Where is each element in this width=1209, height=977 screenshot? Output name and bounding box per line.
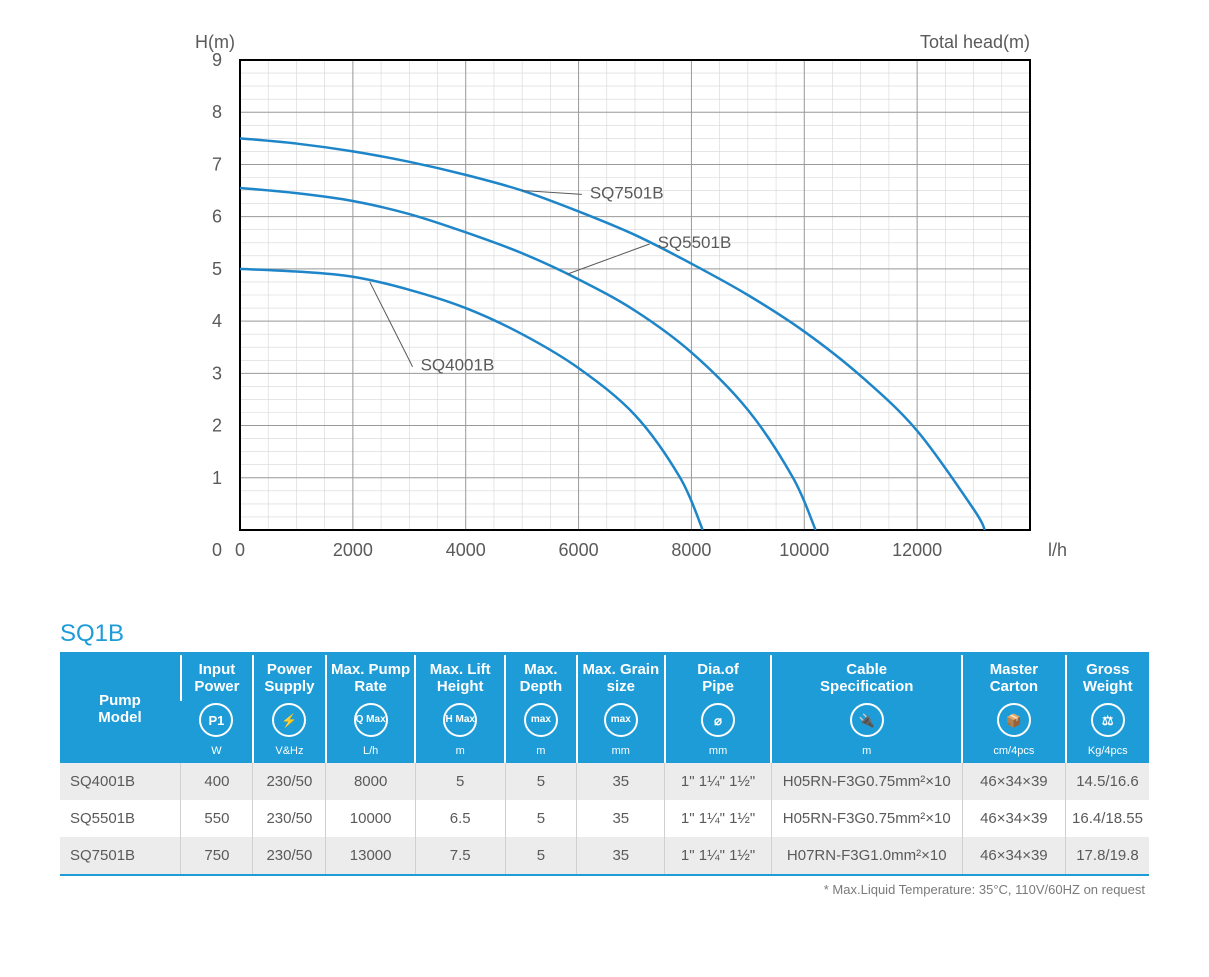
col-icon: P1 — [181, 701, 253, 739]
table-cell: 10000 — [326, 800, 415, 837]
table-cell: 230/50 — [253, 800, 326, 837]
svg-text:6: 6 — [212, 207, 222, 227]
col-header: Max. LiftHeight — [415, 655, 505, 701]
col-icon: Q Max — [326, 701, 415, 739]
chart-svg: 0 2000 4000 6000 8000 10000 12000 1 2 3 4 5 6 7 8 9 0 H(m… — [60, 20, 1149, 580]
col-unit: m — [771, 739, 962, 763]
col-header: InputPower — [181, 655, 253, 701]
table-cell: 35 — [577, 837, 665, 874]
table-cell: 5 — [505, 763, 577, 800]
table-cell: 17.8/19.8 — [1066, 837, 1150, 874]
col-icon: ⚖ — [1066, 701, 1150, 739]
col-icon: ⚡ — [253, 701, 326, 739]
svg-text:8000: 8000 — [671, 540, 711, 560]
table-cell: 46×34×39 — [962, 837, 1065, 874]
col-icon: max — [505, 701, 577, 739]
table-cell: SQ7501B — [60, 837, 181, 874]
table-cell: SQ4001B — [60, 763, 181, 800]
col-header: Max. PumpRate — [326, 655, 415, 701]
table-cell: 750 — [181, 837, 253, 874]
table-cell: 35 — [577, 800, 665, 837]
col-header: Max.Depth — [505, 655, 577, 701]
table-cell: 230/50 — [253, 837, 326, 874]
spec-table: PumpModelInputPowerPowerSupplyMax. PumpR… — [60, 655, 1149, 874]
col-icon: 📦 — [962, 701, 1065, 739]
svg-text:9: 9 — [212, 50, 222, 70]
table-row: SQ5501B550230/50100006.55351" 1¼" 1½"H05… — [60, 800, 1149, 837]
table-cell: SQ5501B — [60, 800, 181, 837]
svg-text:4: 4 — [212, 311, 222, 331]
table-cell: 8000 — [326, 763, 415, 800]
svg-text:SQ5501B: SQ5501B — [658, 233, 732, 252]
col-icon: H Max — [415, 701, 505, 739]
product-title: SQ1B — [60, 620, 1149, 648]
table-cell: 7.5 — [415, 837, 505, 874]
table-row: SQ7501B750230/50130007.55351" 1¼" 1½"H07… — [60, 837, 1149, 874]
col-icon: 🔌 — [771, 701, 962, 739]
col-icon: ⌀ — [665, 701, 771, 739]
col-unit: mm — [577, 739, 665, 763]
svg-text:SQ4001B: SQ4001B — [421, 356, 495, 375]
svg-text:1: 1 — [212, 468, 222, 488]
table-cell: H05RN-F3G0.75mm²×10 — [771, 800, 962, 837]
svg-text:6000: 6000 — [559, 540, 599, 560]
table-cell: 5 — [415, 763, 505, 800]
svg-text:2: 2 — [212, 416, 222, 436]
col-unit: m — [505, 739, 577, 763]
col-header: CableSpecification — [771, 655, 962, 701]
table-row: SQ4001B400230/50800055351" 1¼" 1½"H05RN-… — [60, 763, 1149, 800]
svg-text:4000: 4000 — [446, 540, 486, 560]
col-icon: max — [577, 701, 665, 739]
svg-text:0: 0 — [212, 540, 222, 560]
svg-text:0: 0 — [235, 540, 245, 560]
footnote: * Max.Liquid Temperature: 35°C, 110V/60H… — [60, 876, 1149, 897]
table-cell: 46×34×39 — [962, 763, 1065, 800]
table-cell: H05RN-F3G0.75mm²×10 — [771, 763, 962, 800]
svg-text:H(m): H(m) — [195, 32, 235, 52]
col-unit: Kg/4pcs — [1066, 739, 1150, 763]
col-header: Max. Grainsize — [577, 655, 665, 701]
svg-text:5: 5 — [212, 259, 222, 279]
svg-text:10000: 10000 — [779, 540, 829, 560]
table-cell: 16.4/18.55 — [1066, 800, 1150, 837]
col-header: Dia.ofPipe — [665, 655, 771, 701]
col-header: GrossWeight — [1066, 655, 1150, 701]
col-header: PumpModel — [60, 655, 181, 763]
svg-text:SQ7501B: SQ7501B — [590, 183, 664, 202]
table-cell: 1" 1¼" 1½" — [665, 800, 771, 837]
table-cell: 1" 1¼" 1½" — [665, 763, 771, 800]
col-header: MasterCarton — [962, 655, 1065, 701]
col-unit: V&Hz — [253, 739, 326, 763]
col-unit: cm/4pcs — [962, 739, 1065, 763]
svg-text:7: 7 — [212, 154, 222, 174]
col-unit: m — [415, 739, 505, 763]
table-cell: 550 — [181, 800, 253, 837]
svg-text:3: 3 — [212, 363, 222, 383]
svg-text:2000: 2000 — [333, 540, 373, 560]
table-cell: 1" 1¼" 1½" — [665, 837, 771, 874]
table-cell: 14.5/16.6 — [1066, 763, 1150, 800]
table-cell: 6.5 — [415, 800, 505, 837]
table-cell: H07RN-F3G1.0mm²×10 — [771, 837, 962, 874]
svg-text:12000: 12000 — [892, 540, 942, 560]
table-cell: 400 — [181, 763, 253, 800]
table-cell: 5 — [505, 800, 577, 837]
svg-text:Total head(m): Total head(m) — [920, 32, 1030, 52]
svg-text:l/h: l/h — [1048, 540, 1067, 560]
table-cell: 5 — [505, 837, 577, 874]
performance-chart: 0 2000 4000 6000 8000 10000 12000 1 2 3 4 5 6 7 8 9 0 H(m… — [60, 20, 1149, 580]
col-unit: L/h — [326, 739, 415, 763]
col-unit: W — [181, 739, 253, 763]
table-cell: 230/50 — [253, 763, 326, 800]
table-cell: 35 — [577, 763, 665, 800]
table-cell: 46×34×39 — [962, 800, 1065, 837]
col-header: PowerSupply — [253, 655, 326, 701]
table-cell: 13000 — [326, 837, 415, 874]
col-unit: mm — [665, 739, 771, 763]
svg-text:8: 8 — [212, 102, 222, 122]
